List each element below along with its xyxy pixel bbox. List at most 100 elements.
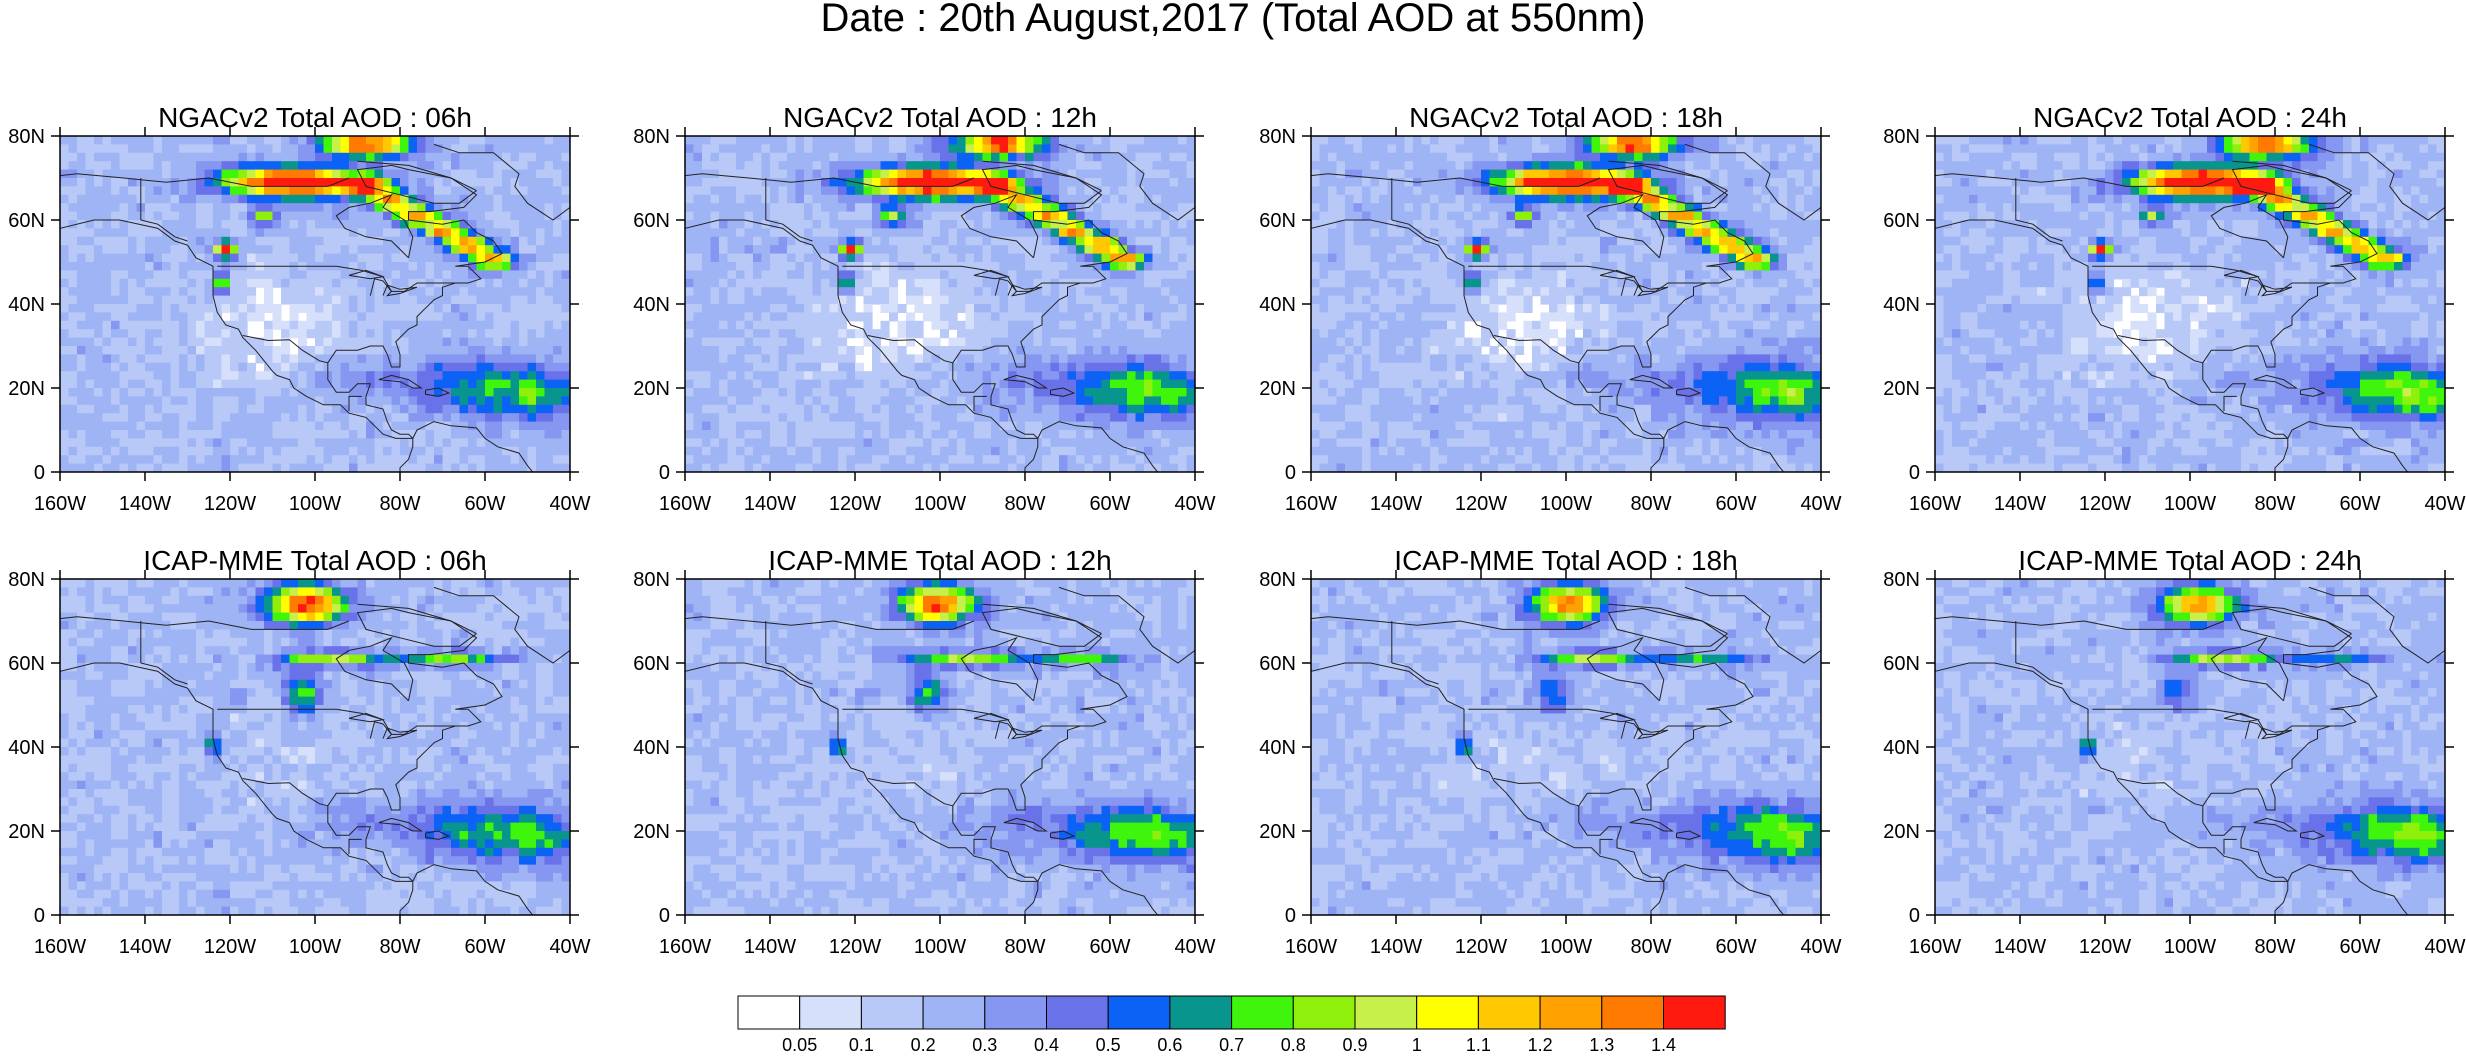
- colorbar-swatch: [799, 995, 862, 1030]
- x-tick-label: 100W: [2164, 936, 2216, 958]
- x-tick-label: 80W: [2254, 936, 2295, 958]
- y-tick-label: 80N: [633, 126, 670, 148]
- colorbar-label: 1: [1412, 1035, 1422, 1055]
- coastlines: [1935, 586, 2445, 915]
- y-tick-label: 20N: [8, 821, 45, 843]
- coastlines: [1311, 586, 1821, 915]
- colorbar-swatch: [1601, 995, 1665, 1030]
- colorbar-label: 0.3: [972, 1035, 997, 1055]
- colorbar-label: 1.3: [1589, 1035, 1614, 1055]
- x-tick-label: 40W: [2424, 936, 2465, 958]
- x-tick-label: 80W: [1630, 936, 1671, 958]
- aod-field: [1311, 579, 1821, 915]
- y-tick-label: 0: [659, 462, 670, 484]
- x-tick-label: 40W: [549, 493, 590, 515]
- x-tick-label: 80W: [379, 493, 420, 515]
- y-tick-label: 80N: [1259, 126, 1296, 148]
- aod-field: [60, 579, 570, 915]
- coastlines: [1935, 143, 2445, 472]
- x-tick-label: 60W: [2339, 493, 2380, 515]
- x-tick-label: 60W: [1089, 936, 1130, 958]
- y-tick-label: 20N: [633, 821, 670, 843]
- coastlines: [1311, 143, 1821, 472]
- colorbar-swatch: [1477, 995, 1541, 1030]
- coastlines: [685, 143, 1195, 472]
- x-tick-label: 40W: [2424, 493, 2465, 515]
- x-tick-label: 40W: [1174, 936, 1215, 958]
- y-tick-label: 0: [1285, 905, 1296, 927]
- y-tick-label: 20N: [633, 378, 670, 400]
- colorbar: 0.05 0.1 0.2 0.3 0.4 0.5 0.6 0.7 0.8 0.9 1 1.1 1.2 1.…: [737, 995, 1726, 1055]
- x-tick-label: 40W: [549, 936, 590, 958]
- x-tick-label: 60W: [464, 493, 505, 515]
- aod-field: [1935, 579, 2445, 915]
- x-tick-label: 100W: [289, 936, 341, 958]
- colorbar-label: 0.5: [1096, 1035, 1121, 1055]
- x-tick-label: 160W: [1285, 936, 1337, 958]
- x-tick-label: 120W: [1455, 936, 1507, 958]
- colorbar-label: 0.4: [1034, 1035, 1059, 1055]
- x-tick-label: 100W: [2164, 493, 2216, 515]
- x-tick-label: 140W: [119, 493, 171, 515]
- x-tick-label: 140W: [119, 936, 171, 958]
- x-tick-label: 140W: [1994, 936, 2046, 958]
- colorbar-label: 0.6: [1157, 1035, 1182, 1055]
- y-tick-label: 20N: [1883, 821, 1920, 843]
- x-tick-label: 60W: [1715, 936, 1756, 958]
- x-tick-label: 160W: [34, 493, 86, 515]
- colorbar-label: 0.9: [1342, 1035, 1367, 1055]
- aod-field: [1311, 136, 1821, 472]
- colorbar-label: 0.7: [1219, 1035, 1244, 1055]
- x-tick-label: 100W: [289, 493, 341, 515]
- x-tick-label: 160W: [659, 493, 711, 515]
- colorbar-label: 0.1: [849, 1035, 874, 1055]
- colorbar-swatch: [1539, 995, 1603, 1030]
- y-tick-label: 0: [1285, 462, 1296, 484]
- x-tick-label: 120W: [2079, 936, 2131, 958]
- y-tick-label: 80N: [1883, 126, 1920, 148]
- y-tick-label: 80N: [633, 569, 670, 591]
- coastlines: [60, 143, 570, 472]
- x-tick-label: 40W: [1800, 936, 1841, 958]
- x-tick-label: 140W: [744, 493, 796, 515]
- y-tick-label: 60N: [1883, 210, 1920, 232]
- x-tick-label: 80W: [1004, 936, 1045, 958]
- y-tick-label: 40N: [1259, 294, 1296, 316]
- colorbar-swatch: [922, 995, 986, 1030]
- colorbar-label: 1.4: [1651, 1035, 1676, 1055]
- x-tick-label: 120W: [829, 936, 881, 958]
- x-tick-label: 160W: [659, 936, 711, 958]
- colorbar-label: 0.2: [911, 1035, 936, 1055]
- colorbar-label: 1.1: [1466, 1035, 1491, 1055]
- y-tick-label: 60N: [633, 653, 670, 675]
- x-tick-label: 80W: [1630, 493, 1671, 515]
- y-tick-label: 20N: [8, 378, 45, 400]
- x-tick-label: 120W: [2079, 493, 2131, 515]
- x-tick-label: 100W: [1540, 493, 1592, 515]
- y-tick-label: 40N: [1883, 737, 1920, 759]
- x-tick-label: 140W: [1994, 493, 2046, 515]
- y-tick-label: 40N: [8, 737, 45, 759]
- x-tick-label: 120W: [204, 936, 256, 958]
- y-tick-label: 40N: [1259, 737, 1296, 759]
- x-tick-label: 140W: [1370, 493, 1422, 515]
- y-tick-label: 0: [34, 462, 45, 484]
- x-tick-label: 160W: [1909, 493, 1961, 515]
- colorbar-label: 0.8: [1281, 1035, 1306, 1055]
- x-tick-label: 60W: [464, 936, 505, 958]
- colorbar-swatch: [1169, 995, 1233, 1030]
- y-tick-label: 0: [1909, 905, 1920, 927]
- colorbar-swatch: [984, 995, 1047, 1030]
- y-tick-label: 40N: [1883, 294, 1920, 316]
- colorbar-swatch: [1354, 995, 1418, 1030]
- x-tick-label: 80W: [2254, 493, 2295, 515]
- coastlines: [685, 586, 1195, 915]
- y-tick-label: 60N: [8, 210, 45, 232]
